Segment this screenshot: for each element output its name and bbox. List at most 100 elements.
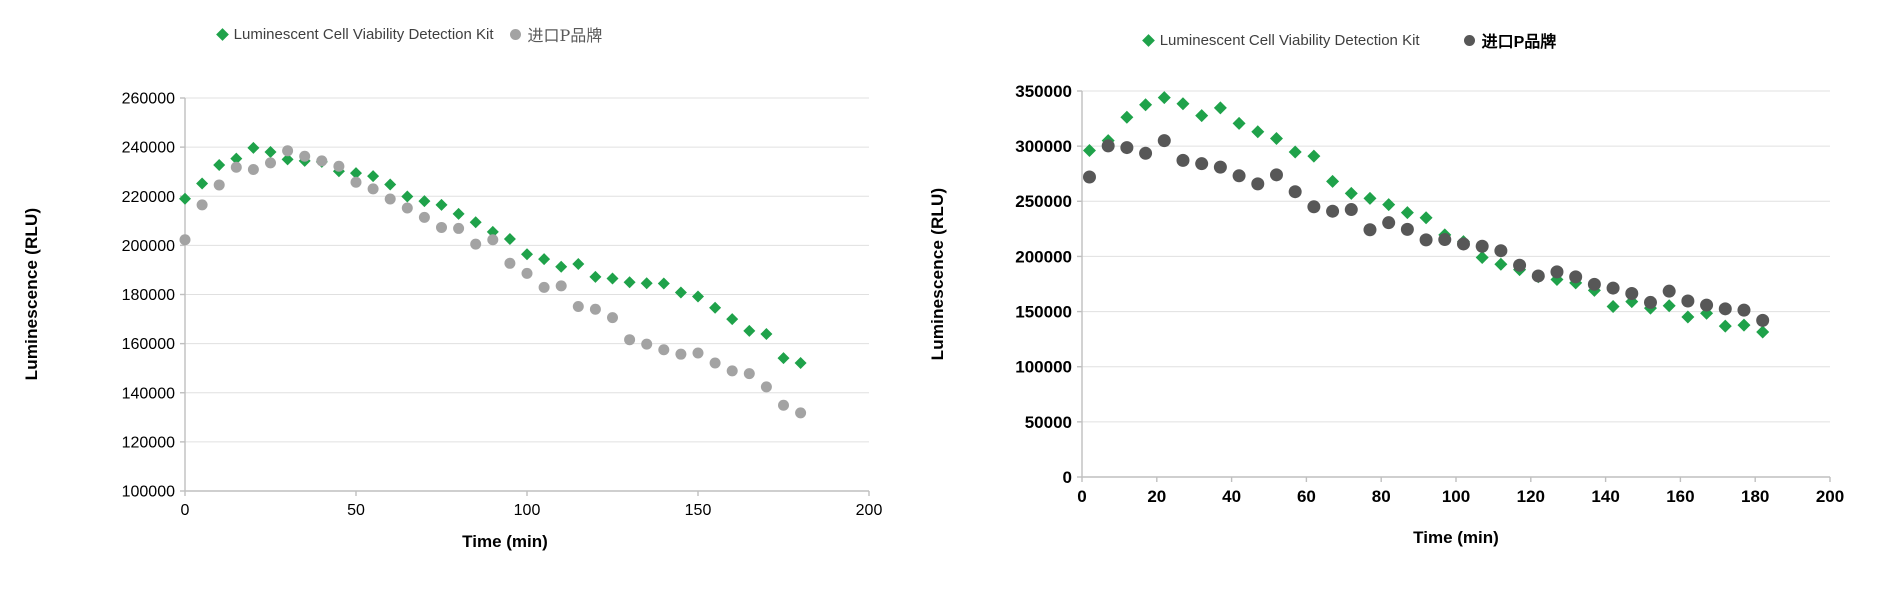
data-point <box>1307 149 1321 163</box>
x-tick-label: 100 <box>514 502 541 519</box>
data-point <box>675 348 687 360</box>
data-point <box>1288 185 1302 199</box>
data-point <box>538 253 551 266</box>
data-point <box>1120 141 1134 155</box>
left-legend-brand-label: 进口P品牌 <box>527 26 603 45</box>
data-point <box>709 301 722 314</box>
series-circle <box>1082 134 1770 327</box>
data-point <box>1606 299 1620 313</box>
tick-labels: 0 50000 100000 150000 200000 250000 300000 3500… <box>1015 82 1844 506</box>
circle-marker-icon <box>1463 34 1475 46</box>
y-tick-label: 200000 <box>122 238 175 255</box>
x-tick-label: 140 <box>1591 487 1619 506</box>
data-point <box>1400 222 1414 236</box>
right-legend-kit-label: Luminescent Cell Viability Detection Kit <box>1159 31 1420 49</box>
data-point <box>401 190 414 203</box>
right-legend: Luminescent Cell Viability Detection Kit… <box>1000 28 1700 52</box>
data-point <box>743 324 756 337</box>
data-point <box>1382 216 1396 230</box>
x-tick-label: 160 <box>1666 487 1694 506</box>
data-point <box>504 257 516 269</box>
data-point <box>1232 116 1246 130</box>
left-legend-item-kit: Luminescent Cell Viability Detection Kit <box>215 25 494 43</box>
y-tick-label: 50000 <box>1025 413 1072 432</box>
gridlines <box>185 97 869 443</box>
data-point <box>1756 325 1770 339</box>
x-tick-label: 80 <box>1372 487 1391 506</box>
y-tick-label: 300000 <box>1015 137 1072 156</box>
data-point <box>1718 319 1732 333</box>
data-point <box>1195 157 1209 171</box>
data-point <box>1101 139 1115 153</box>
data-point <box>213 179 225 191</box>
data-point <box>436 221 447 233</box>
axes <box>180 97 870 496</box>
y-tick-label: 250000 <box>1015 192 1072 211</box>
left-legend-item-brand: 进口P品牌 <box>509 22 603 46</box>
y-tick-label: 140000 <box>122 385 175 402</box>
data-point <box>452 207 465 220</box>
data-point <box>1213 101 1227 115</box>
data-point <box>350 167 362 180</box>
data-point <box>778 399 789 411</box>
data-point <box>247 141 260 154</box>
data-point <box>1587 277 1601 291</box>
x-tick-label: 100 <box>1442 487 1470 506</box>
data-point <box>726 313 739 326</box>
data-point <box>1718 302 1732 316</box>
data-point <box>1307 200 1321 214</box>
data-point <box>1139 98 1153 112</box>
data-point <box>196 199 208 211</box>
data-point <box>333 160 345 172</box>
data-point <box>1737 303 1751 317</box>
data-point <box>1176 97 1190 111</box>
data-point <box>555 260 568 273</box>
data-point <box>281 153 294 166</box>
data-point <box>299 150 311 162</box>
data-point <box>1157 134 1171 148</box>
left-x-axis-title: Time (min) <box>462 532 548 551</box>
right-y-axis-title: Luminescence (RLU) <box>928 187 947 361</box>
data-point <box>264 146 277 159</box>
series-circle <box>179 145 807 419</box>
data-point <box>795 407 807 419</box>
left-legend-kit-label: Luminescent Cell Viability Detection Kit <box>233 25 494 43</box>
data-point <box>1494 257 1508 271</box>
data-point <box>1475 251 1489 265</box>
data-point <box>692 347 704 359</box>
data-point <box>418 195 431 208</box>
data-point <box>179 192 191 205</box>
data-point <box>607 312 618 324</box>
x-tick-label: 180 <box>1741 487 1769 506</box>
x-tick-label: 200 <box>1816 487 1844 506</box>
data-point <box>521 248 533 261</box>
data-point <box>1326 174 1340 188</box>
data-point <box>384 178 397 191</box>
data-point <box>1662 284 1676 298</box>
x-tick-label: 200 <box>856 502 883 519</box>
data-point <box>1363 223 1377 237</box>
data-point <box>572 301 584 313</box>
data-point <box>1643 295 1657 309</box>
data-point <box>1269 168 1283 182</box>
data-point <box>743 368 755 380</box>
data-point <box>1269 132 1283 146</box>
data-point <box>1120 110 1134 124</box>
data-point <box>589 303 601 315</box>
data-point <box>674 286 687 299</box>
data-point <box>760 381 772 393</box>
data-point <box>453 222 465 234</box>
x-tick-label: 0 <box>181 502 190 519</box>
data-point <box>692 290 704 303</box>
y-tick-label: 100000 <box>122 484 175 501</box>
x-tick-label: 60 <box>1297 487 1316 506</box>
x-tick-label: 50 <box>347 502 365 519</box>
y-tick-label: 0 <box>1063 468 1072 487</box>
data-point <box>469 216 482 229</box>
data-point <box>179 234 191 246</box>
data-point <box>503 232 516 245</box>
data-point <box>538 281 550 293</box>
x-tick-label: 0 <box>1077 487 1086 506</box>
y-tick-label: 200000 <box>1015 247 1072 266</box>
